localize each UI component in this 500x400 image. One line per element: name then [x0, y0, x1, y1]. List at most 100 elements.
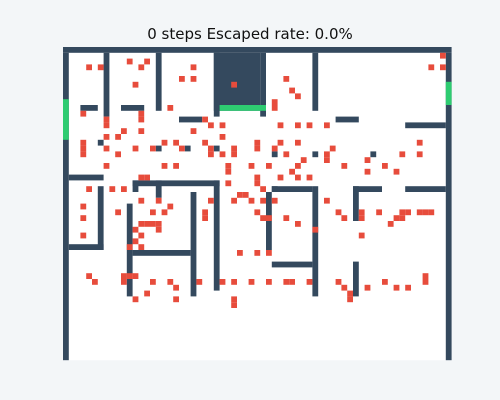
- agent-marker: [86, 273, 92, 279]
- agent-marker: [150, 209, 156, 215]
- agent-marker: [156, 221, 162, 227]
- agent-marker: [138, 175, 144, 181]
- agent-marker: [307, 279, 313, 285]
- wall-segment: [69, 175, 104, 181]
- agent-marker: [272, 146, 278, 152]
- agent-marker: [283, 76, 289, 82]
- agent-marker: [191, 76, 197, 82]
- agent-marker: [208, 122, 214, 128]
- agent-marker: [167, 204, 173, 210]
- agent-marker: [272, 105, 278, 111]
- agent-marker: [231, 279, 237, 285]
- agent-marker: [202, 209, 208, 215]
- agent-marker: [324, 151, 330, 157]
- agent-marker: [138, 244, 144, 250]
- exit-zone: [220, 105, 266, 111]
- agent-marker: [307, 122, 313, 128]
- wall-segment: [214, 146, 220, 152]
- agent-marker: [341, 163, 347, 169]
- agent-marker: [278, 175, 284, 181]
- agent-marker: [359, 233, 365, 239]
- agent-marker: [295, 122, 301, 128]
- agent-marker: [150, 279, 156, 285]
- wall-segment: [370, 151, 376, 157]
- agent-marker: [417, 140, 423, 146]
- wall-segment: [156, 180, 162, 197]
- agent-marker: [220, 279, 226, 285]
- agent-marker: [330, 146, 336, 152]
- wall-segment: [353, 262, 359, 297]
- agent-marker: [423, 209, 429, 215]
- agent-marker: [289, 279, 295, 285]
- wall-segment: [121, 105, 144, 111]
- agent-marker: [231, 302, 237, 308]
- wall-segment: [214, 180, 220, 290]
- agent-marker: [440, 53, 446, 59]
- wall-segment: [353, 186, 382, 192]
- agent-marker: [272, 198, 278, 204]
- wall-segment: [63, 47, 452, 53]
- agent-marker: [341, 285, 347, 291]
- agent-marker: [220, 122, 226, 128]
- agent-marker: [254, 146, 260, 152]
- agent-marker: [243, 192, 249, 198]
- agent-marker: [80, 215, 86, 221]
- agent-marker: [138, 128, 144, 134]
- agent-marker: [121, 186, 127, 192]
- agent-marker: [80, 140, 86, 146]
- agent-marker: [283, 215, 289, 221]
- agent-marker: [388, 221, 394, 227]
- agent-marker: [237, 192, 243, 198]
- agent-marker: [80, 146, 86, 152]
- agent-marker: [249, 163, 255, 169]
- agent-marker: [115, 134, 121, 140]
- agent-marker: [283, 151, 289, 157]
- agent-marker: [121, 273, 127, 279]
- agent-marker: [202, 140, 208, 146]
- agent-marker: [162, 163, 168, 169]
- agent-marker: [225, 180, 231, 186]
- agent-marker: [138, 64, 144, 70]
- agent-marker: [324, 157, 330, 163]
- wall-segment: [69, 244, 104, 250]
- agent-marker: [231, 82, 237, 88]
- agent-marker: [417, 209, 423, 215]
- agent-marker: [423, 279, 429, 285]
- agent-marker: [417, 151, 423, 157]
- agent-marker: [104, 163, 110, 169]
- agent-marker: [237, 250, 243, 256]
- agent-marker: [254, 180, 260, 186]
- agent-marker: [365, 285, 371, 291]
- agent-marker: [324, 122, 330, 128]
- agent-marker: [121, 128, 127, 134]
- wall-segment: [127, 204, 133, 297]
- wall-segment: [156, 146, 162, 152]
- wall-segment: [63, 53, 69, 360]
- agent-marker: [92, 279, 98, 285]
- agent-marker: [324, 198, 330, 204]
- agent-marker: [399, 151, 405, 157]
- agent-marker: [162, 209, 168, 215]
- agent-marker: [127, 59, 133, 65]
- agent-marker: [341, 215, 347, 221]
- exit-zone: [446, 82, 452, 105]
- agent-marker: [405, 209, 411, 215]
- agent-marker: [428, 64, 434, 70]
- agent-marker: [138, 221, 144, 227]
- wall-segment: [156, 53, 162, 111]
- agent-marker: [359, 215, 365, 221]
- agent-marker: [365, 169, 371, 175]
- agent-marker: [138, 117, 144, 123]
- agent-marker: [295, 93, 301, 99]
- agent-marker: [249, 279, 255, 285]
- agent-marker: [80, 151, 86, 157]
- agent-marker: [260, 215, 266, 221]
- wall-segment: [272, 262, 313, 268]
- agent-marker: [260, 198, 266, 204]
- agent-marker: [382, 279, 388, 285]
- agent-marker: [266, 279, 272, 285]
- agent-marker: [173, 285, 179, 291]
- agent-marker: [127, 244, 133, 250]
- wall-segment: [405, 186, 446, 192]
